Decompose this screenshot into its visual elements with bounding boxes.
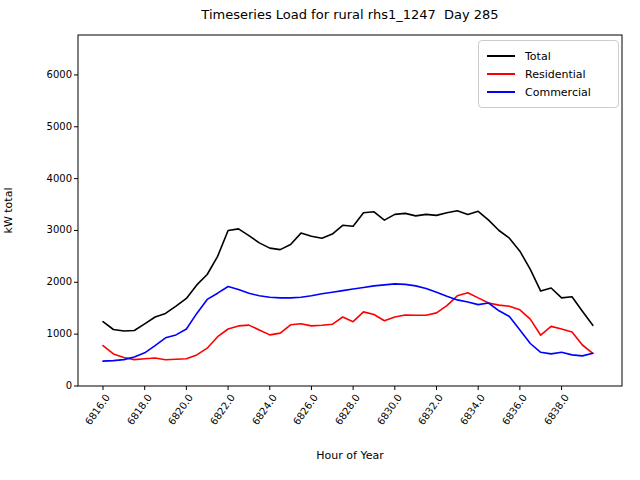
residential-line-swatch	[487, 73, 515, 75]
y-axis-label: kW total	[2, 166, 15, 256]
legend-label-total: Total	[525, 50, 551, 63]
legend-item-total: Total	[487, 47, 610, 65]
y-tick-label: 5000	[22, 121, 72, 132]
legend: Total Residential Commercial	[478, 40, 619, 108]
legend-label-commercial: Commercial	[525, 86, 591, 99]
series-residential-line	[103, 293, 593, 360]
series-total-line	[103, 211, 593, 331]
legend-label-residential: Residential	[525, 68, 586, 81]
commercial-line-swatch	[487, 91, 515, 93]
legend-item-commercial: Commercial	[487, 83, 610, 101]
y-tick-label: 3000	[22, 224, 72, 235]
total-line-swatch	[487, 55, 515, 57]
y-tick-label: 2000	[22, 276, 72, 287]
y-tick-label: 0	[22, 380, 72, 391]
y-tick-label: 1000	[22, 328, 72, 339]
figure: Timeseries Load for rural rhs1_1247 Day …	[0, 0, 640, 480]
y-tick-label: 6000	[22, 69, 72, 80]
x-axis-label: Hour of Year	[78, 449, 622, 462]
series-commercial-line	[103, 284, 593, 361]
legend-item-residential: Residential	[487, 65, 610, 83]
y-tick-label: 4000	[22, 173, 72, 184]
